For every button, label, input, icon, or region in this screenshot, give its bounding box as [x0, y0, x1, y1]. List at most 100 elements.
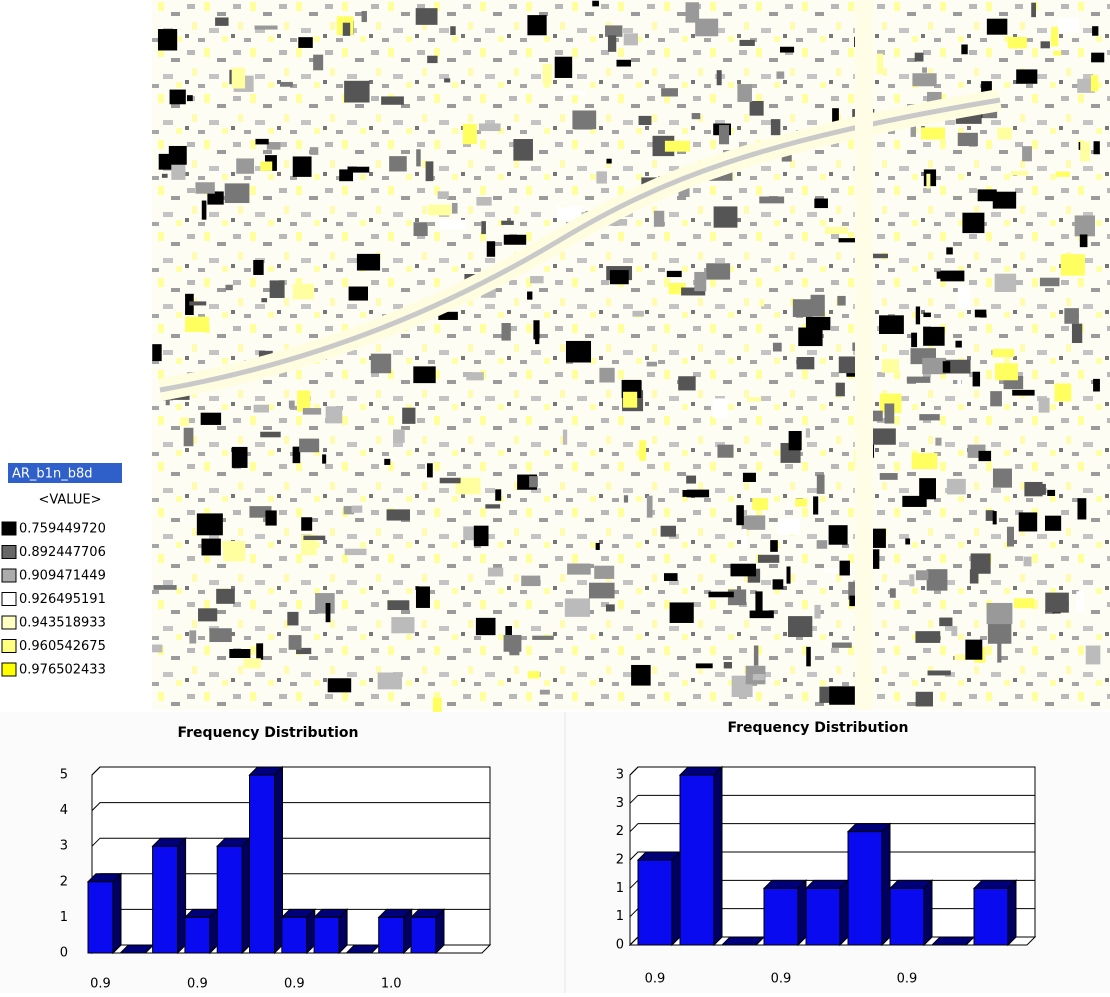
- map-feature: [416, 586, 430, 608]
- bar-side: [1008, 880, 1016, 945]
- bar: [974, 888, 1008, 945]
- map-feature: [993, 349, 1015, 357]
- map-feature: [923, 313, 931, 317]
- bar-side: [924, 880, 932, 945]
- map-feature: [265, 510, 276, 525]
- map-feature: [1014, 598, 1034, 608]
- map-feature: [759, 299, 764, 306]
- map-feature: [696, 663, 713, 668]
- map-feature: [797, 357, 815, 369]
- map-feature: [315, 593, 335, 613]
- map-feature: [158, 29, 177, 50]
- y-tick-label: 4: [60, 803, 68, 818]
- map-feature: [935, 438, 941, 446]
- map-feature: [532, 636, 554, 640]
- map-feature: [724, 662, 732, 668]
- map-feature: [795, 499, 807, 507]
- map-feature: [682, 490, 689, 497]
- map-feature: [201, 539, 220, 556]
- screen: AR_b1n_b8d <VALUE> 0.7594497200.89244770…: [0, 0, 1110, 993]
- map-feature: [916, 570, 928, 580]
- map-feature: [256, 643, 263, 659]
- map-feature: [310, 147, 318, 155]
- map-feature: [661, 88, 678, 96]
- map-feature: [840, 561, 850, 576]
- map-feature: [1094, 141, 1100, 154]
- map-feature: [216, 589, 235, 604]
- map-feature: [1061, 254, 1085, 275]
- map-feature: [962, 213, 984, 233]
- map-feature: [154, 585, 177, 590]
- map-feature: [736, 505, 744, 525]
- map-feature: [731, 564, 756, 577]
- x-tick-label: 0.9: [897, 972, 918, 987]
- map-feature: [202, 201, 207, 220]
- map-feature: [384, 459, 390, 465]
- bar: [848, 832, 882, 945]
- map-feature: [713, 398, 728, 418]
- map-feature: [501, 221, 514, 225]
- map-feature: [993, 511, 997, 524]
- map-feature: [694, 272, 706, 291]
- map-feature: [814, 199, 828, 209]
- map-feature: [529, 476, 538, 487]
- map-feature: [997, 128, 1012, 140]
- map-feature: [753, 674, 765, 680]
- map-feature: [811, 295, 825, 317]
- map-feature: [922, 358, 946, 374]
- map-feature: [987, 19, 1007, 35]
- map-feature: [714, 206, 738, 227]
- map-feature: [232, 68, 245, 89]
- map-feature: [957, 376, 961, 386]
- map-feature: [414, 222, 428, 236]
- legend-label: 0.943518933: [19, 616, 106, 631]
- map-feature: [692, 113, 701, 119]
- map-feature: [965, 640, 982, 660]
- map-feature: [995, 274, 1017, 292]
- map-feature: [1075, 215, 1095, 236]
- x-tick-label: 0.9: [187, 977, 208, 992]
- map-feature: [1008, 37, 1027, 48]
- map-feature: [1011, 171, 1028, 176]
- map-feature: [739, 40, 754, 46]
- map-feature: [189, 301, 206, 305]
- map-feature: [951, 626, 957, 636]
- map-feature: [215, 17, 228, 25]
- bar: [88, 882, 113, 953]
- map-feature: [1051, 27, 1058, 46]
- map-feature: [610, 270, 629, 284]
- x-tick-label: 0.9: [771, 972, 792, 987]
- map-feature: [997, 642, 1001, 662]
- map-feature: [793, 299, 813, 317]
- map-feature: [1047, 490, 1055, 496]
- map-feature: [911, 333, 917, 347]
- legend-swatch: [2, 640, 16, 653]
- map-feature: [501, 323, 510, 341]
- page: AR_b1n_b8d <VALUE> 0.7594497200.89244770…: [0, 0, 1110, 993]
- map-feature: [915, 53, 924, 62]
- bar: [411, 917, 436, 953]
- map-feature: [829, 525, 848, 545]
- map-feature: [260, 161, 272, 170]
- map-feature: [706, 263, 730, 279]
- map-feature: [912, 453, 938, 469]
- map-feature: [832, 643, 852, 648]
- map-feature: [243, 658, 260, 668]
- layer-name[interactable]: AR_b1n_b8d: [12, 467, 92, 482]
- map-feature: [759, 196, 784, 203]
- map-feature: [481, 221, 486, 234]
- map-feature: [1053, 51, 1061, 56]
- map-feature: [463, 124, 477, 144]
- bar: [379, 917, 404, 953]
- y-tick-label: 2: [60, 874, 68, 889]
- map-feature: [686, 476, 696, 484]
- map-feature: [326, 603, 331, 622]
- map-feature: [928, 671, 951, 676]
- map-feature: [303, 408, 321, 415]
- map-feature: [606, 159, 611, 164]
- bar: [638, 860, 672, 945]
- legend-swatch: [2, 546, 16, 559]
- map-feature: [839, 356, 857, 373]
- map-road: [855, 0, 873, 710]
- map-feature: [289, 635, 302, 650]
